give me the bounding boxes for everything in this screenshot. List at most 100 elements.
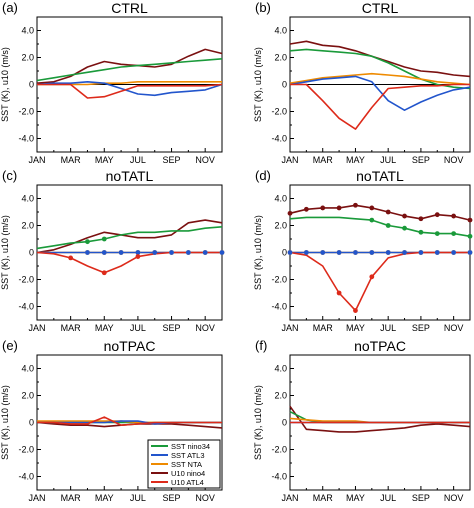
- y-tick-label: 4.0: [21, 194, 34, 204]
- data-point: [101, 250, 107, 255]
- x-tick-label: SEP: [163, 493, 181, 503]
- x-tick-label: JUL: [130, 493, 146, 503]
- x-tick-label: MAR: [61, 323, 82, 333]
- y-tick-label: 2.0: [274, 53, 287, 63]
- data-point: [467, 250, 473, 255]
- legend-label: U10 ATL4: [171, 478, 204, 487]
- data-point: [467, 233, 473, 239]
- x-tick-label: JUL: [130, 155, 146, 165]
- x-tick-label: MAY: [95, 323, 114, 333]
- x-tick-label: MAR: [313, 155, 334, 165]
- series-line-sst-nino34: [289, 216, 471, 238]
- y-tick-label: 0: [29, 248, 34, 258]
- data-point: [434, 212, 440, 218]
- data-point: [451, 250, 457, 255]
- panel-4: 4.0 2.0 0 -2.0 -4.0 JAN MAR MAY JUL SEP NOV (d) noTA…: [253, 168, 473, 333]
- x-tick-label: JUL: [130, 323, 146, 333]
- series-line-u10-nino4: [36, 219, 223, 254]
- data-point: [369, 250, 375, 255]
- y-tick-label: -4.0: [18, 302, 34, 312]
- x-tick-label: JAN: [28, 323, 45, 333]
- y-axis-label: SST (K), u10 (m/s): [253, 215, 263, 290]
- panel-2: 4.0 2.0 0 -2.0 -4.0 JAN MAR MAY JUL SEP NOV (b) CTRL…: [253, 0, 471, 165]
- data-point: [369, 205, 375, 211]
- data-point: [336, 205, 342, 211]
- legend-label: SST ATL3: [171, 451, 205, 460]
- y-tick-label: 2.0: [274, 221, 287, 231]
- x-tick-label: NOV: [195, 155, 215, 165]
- data-point: [101, 270, 107, 276]
- data-point: [402, 250, 407, 255]
- data-point: [336, 290, 342, 296]
- x-tick-label: NOV: [195, 493, 215, 503]
- data-point: [418, 250, 424, 255]
- x-tick-label: MAY: [346, 323, 365, 333]
- data-point: [287, 250, 293, 255]
- data-point: [353, 202, 358, 208]
- y-tick-label: -4.0: [271, 302, 287, 312]
- series-line-sst-nino34: [36, 226, 223, 250]
- series-line-sst-nta: [289, 72, 471, 86]
- y-tick-label: -2.0: [18, 275, 34, 285]
- x-tick-label: NOV: [444, 155, 464, 165]
- y-tick-label: 0: [29, 80, 34, 90]
- panel-title: noTPAC: [354, 338, 406, 354]
- x-tick-label: SEP: [412, 323, 430, 333]
- panel-title: noTPAC: [104, 338, 156, 354]
- y-tick-label: -4.0: [271, 134, 287, 144]
- series-line-u10-atl4: [289, 251, 470, 312]
- y-tick-label: 4.0: [274, 194, 287, 204]
- panel-title: CTRL: [362, 0, 399, 16]
- data-point: [451, 231, 457, 237]
- y-tick-label: 0: [282, 80, 287, 90]
- data-point: [101, 236, 107, 242]
- panel-title: noTATL: [356, 168, 404, 184]
- data-point: [434, 231, 440, 237]
- x-tick-label: MAR: [61, 155, 82, 165]
- data-point: [219, 250, 225, 255]
- data-point: [303, 206, 309, 212]
- data-point: [434, 250, 440, 255]
- panel-label: (f): [255, 338, 267, 353]
- y-tick-label: -2.0: [271, 445, 287, 455]
- x-tick-label: MAY: [95, 493, 114, 503]
- y-axis-label: SST (K), u10 (m/s): [253, 47, 263, 122]
- legend-label: U10 nino4: [171, 469, 205, 478]
- y-tick-label: -4.0: [271, 472, 287, 482]
- panel-1: 4.0 2.0 0 -2.0 -4.0 JAN MAR MAY JUL SEP NOV (a) CTRL…: [0, 0, 223, 165]
- data-point: [152, 250, 158, 255]
- y-tick-label: 4.0: [274, 364, 287, 374]
- data-point: [418, 229, 424, 235]
- data-point: [353, 250, 358, 255]
- y-axis-label: SST (K), u10 (m/s): [253, 385, 263, 460]
- data-point: [402, 225, 407, 231]
- y-axis-label: SST (K), u10 (m/s): [0, 47, 10, 122]
- x-tick-label: SEP: [163, 155, 181, 165]
- x-tick-label: SEP: [412, 155, 430, 165]
- x-tick-label: MAY: [346, 155, 365, 165]
- data-point: [169, 250, 174, 255]
- y-tick-label: 0: [282, 418, 287, 428]
- x-tick-label: JUL: [380, 493, 396, 503]
- panel-label: (e): [2, 338, 18, 353]
- x-tick-label: MAY: [95, 155, 114, 165]
- panel-label: (d): [255, 168, 271, 183]
- y-tick-label: -2.0: [271, 107, 287, 117]
- x-tick-label: JAN: [281, 323, 298, 333]
- panel-5: 4.0 2.0 0 -2.0 -4.0 JAN MAR MAY JUL SEP NOV (e) noTP…: [0, 338, 223, 503]
- x-tick-label: NOV: [195, 323, 215, 333]
- series-line-sst-atl3: [289, 75, 471, 111]
- panel-6: 4.0 2.0 0 -2.0 -4.0 JAN MAR MAY JUL SEP NOV (f) noTP…: [253, 338, 471, 503]
- y-tick-label: 2.0: [21, 391, 34, 401]
- data-point: [402, 213, 407, 219]
- data-point: [303, 250, 309, 255]
- series-line-sst-nino34: [36, 58, 223, 82]
- x-tick-label: JAN: [28, 493, 45, 503]
- data-point: [320, 250, 326, 255]
- panel-3: 4.0 2.0 0 -2.0 -4.0 JAN MAR MAY JUL SEP NOV (c) noTA…: [0, 168, 225, 333]
- series-line-u10-atl4: [37, 83, 223, 99]
- x-tick-label: JAN: [28, 155, 45, 165]
- y-tick-label: 0: [282, 248, 287, 258]
- y-tick-label: -2.0: [271, 275, 287, 285]
